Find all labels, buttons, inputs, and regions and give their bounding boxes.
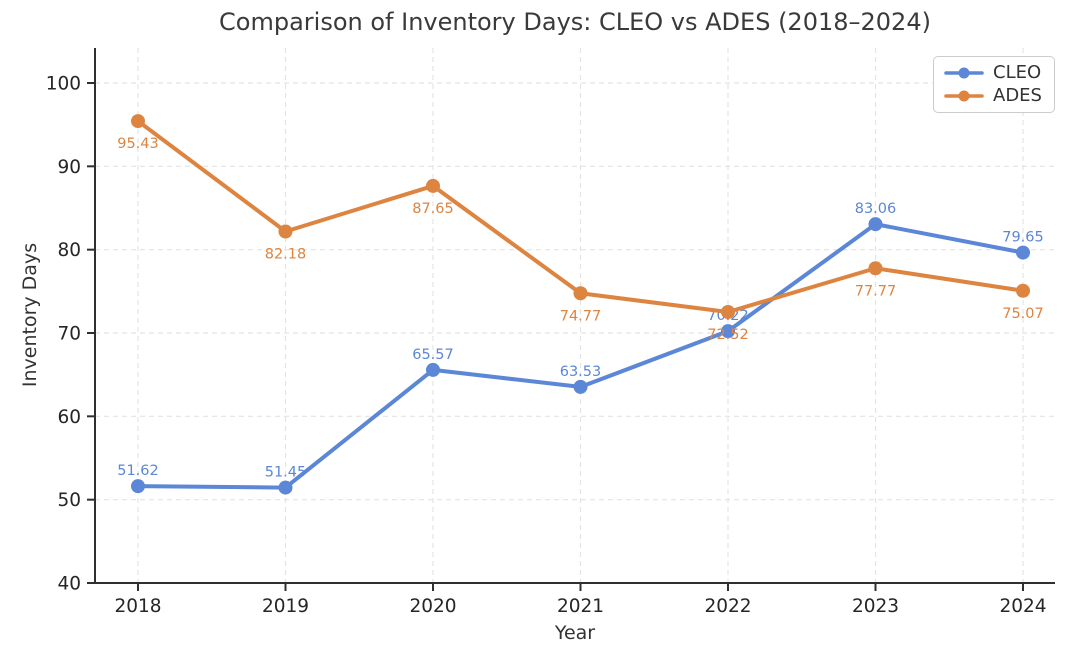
data-point-label-cleo: 51.62 xyxy=(117,463,159,479)
data-point-cleo xyxy=(426,362,440,377)
data-point-cleo xyxy=(1016,245,1030,260)
x-axis-label: Year xyxy=(554,622,596,644)
data-point-cleo xyxy=(721,324,735,339)
legend-label: ADES xyxy=(993,85,1042,106)
data-point-ades xyxy=(131,114,145,129)
x-tick-label: 2021 xyxy=(557,596,604,617)
data-point-label-ades: 77.77 xyxy=(855,283,897,299)
data-point-label-cleo: 51.45 xyxy=(265,465,307,481)
legend-item-ades: ADES xyxy=(944,87,1042,105)
data-point-label-ades: 75.07 xyxy=(1002,306,1044,322)
data-point-label-cleo: 79.65 xyxy=(1002,230,1044,246)
data-point-label-ades: 74.77 xyxy=(560,308,602,324)
data-point-label-ades: 82.18 xyxy=(265,247,307,263)
data-point-cleo xyxy=(131,479,145,494)
data-point-ades xyxy=(1016,283,1030,298)
data-point-ades xyxy=(868,261,883,276)
x-tick-label: 2022 xyxy=(704,596,751,617)
y-tick-label: 80 xyxy=(57,240,81,261)
data-point-cleo xyxy=(868,217,883,232)
legend: CLEO ADES xyxy=(933,56,1055,113)
data-point-label-cleo: 83.06 xyxy=(855,201,897,217)
data-point-label-ades: 95.43 xyxy=(117,136,159,152)
data-point-label-cleo: 63.53 xyxy=(560,364,602,380)
y-tick-label: 70 xyxy=(57,324,81,345)
y-tick-label: 60 xyxy=(57,407,81,428)
data-point-label-ades: 72.52 xyxy=(707,327,749,343)
data-point-label-ades: 87.65 xyxy=(412,201,454,217)
data-point-cleo xyxy=(573,379,588,394)
x-tick-label: 2020 xyxy=(409,596,456,617)
y-tick-label: 100 xyxy=(46,74,81,95)
y-tick-label: 50 xyxy=(57,490,81,511)
data-point-cleo xyxy=(278,480,293,495)
legend-label: CLEO xyxy=(993,62,1042,83)
chart-title: Comparison of Inventory Days: CLEO vs AD… xyxy=(219,8,931,36)
legend-line-marker-swatch xyxy=(944,90,984,102)
x-tick-label: 2023 xyxy=(852,596,899,617)
legend-item-cleo: CLEO xyxy=(944,64,1042,82)
data-point-ades xyxy=(278,224,293,239)
y-tick-label: 90 xyxy=(57,157,81,178)
x-tick-label: 2024 xyxy=(999,596,1046,617)
y-tick-label: 40 xyxy=(57,574,81,595)
x-tick-label: 2018 xyxy=(114,596,161,617)
y-axis-label: Inventory Days xyxy=(19,242,41,388)
data-point-label-cleo: 65.57 xyxy=(412,347,454,363)
data-point-ades xyxy=(721,305,735,319)
x-tick-label: 2019 xyxy=(262,596,309,617)
data-point-ades xyxy=(426,178,440,193)
data-point-ades xyxy=(573,286,588,301)
legend-line-marker-swatch xyxy=(944,67,984,79)
